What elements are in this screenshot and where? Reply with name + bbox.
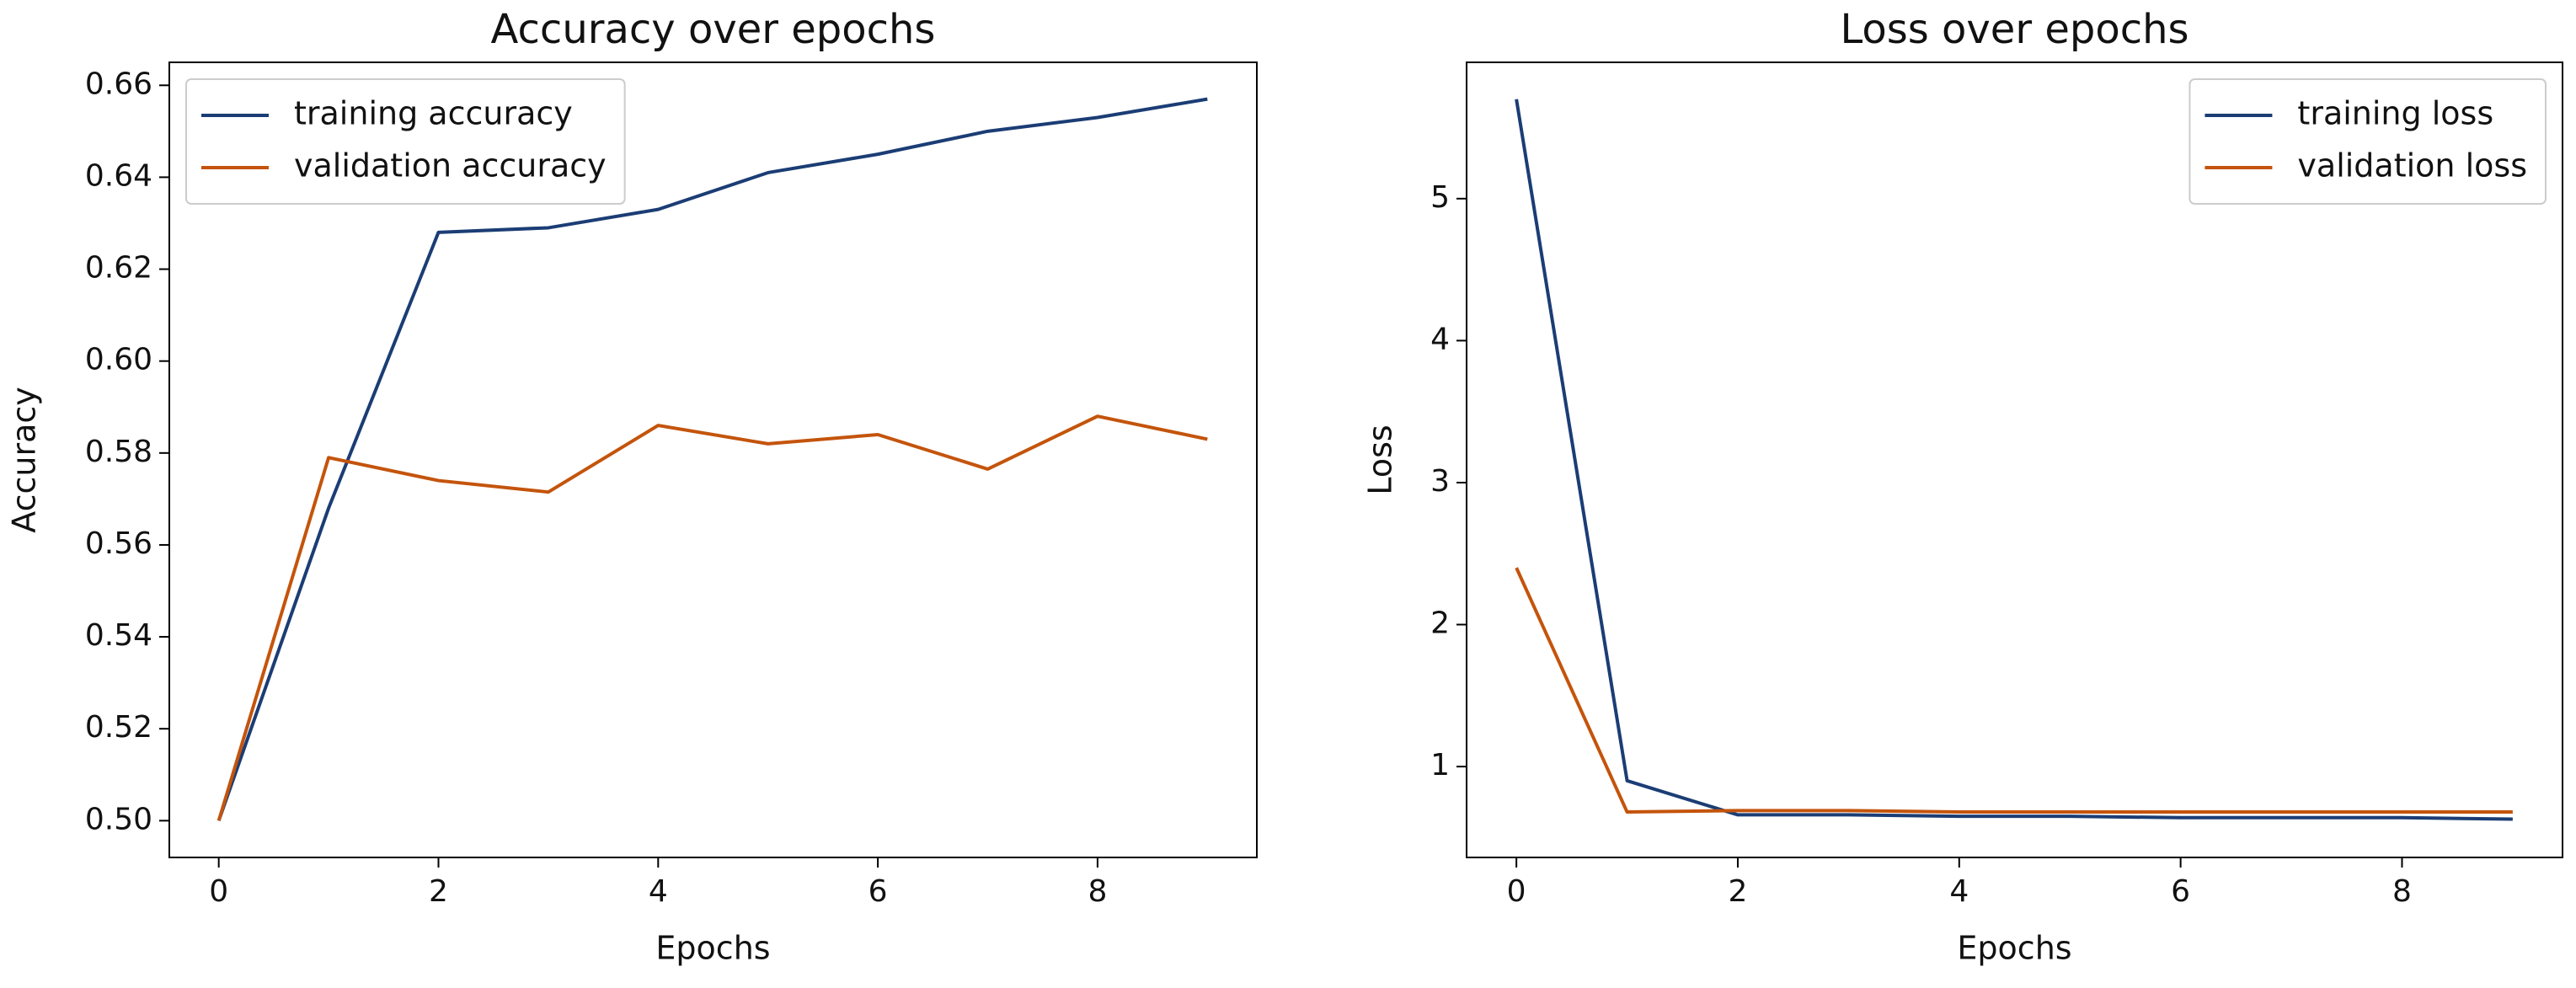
- data-line: [1515, 567, 2513, 814]
- legend-label: training accuracy: [294, 95, 573, 132]
- x-tick-label: 2: [1729, 874, 1748, 909]
- x-axis-label: Epochs: [1957, 930, 2071, 967]
- plot-frame: [168, 61, 1258, 858]
- y-axis-label: Loss: [1362, 425, 1399, 494]
- y-tick-label: 5: [1430, 180, 1450, 215]
- y-tick-label: 0.58: [85, 435, 152, 469]
- y-tick-label: 2: [1430, 606, 1450, 641]
- x-tick-label: 8: [1088, 874, 1107, 909]
- x-tick-label: 2: [429, 874, 448, 909]
- legend-label: training loss: [2297, 95, 2493, 132]
- y-tick-label: 0.50: [85, 802, 152, 836]
- x-tick-label: 8: [2392, 874, 2412, 909]
- y-tick-label: 0.56: [85, 526, 152, 561]
- subplot: Accuracy over epochs Epochs Accuracy 0 2 4 6 8 0…: [6, 6, 1258, 967]
- x-tick-label: 4: [1949, 874, 1969, 909]
- x-tick-label: 0: [1507, 874, 1526, 909]
- y-tick-label: 4: [1430, 322, 1450, 356]
- data-line: [1515, 99, 2513, 821]
- subplot: Loss over epochs Epochs Loss 0 2 4 6 8 1 2 3 4 5 trai…: [1362, 6, 2563, 967]
- x-tick-label: 4: [649, 874, 668, 909]
- legend-frame: [2189, 78, 2547, 205]
- x-tick-label: 0: [209, 874, 228, 909]
- legend: training accuracy validation accuracy: [185, 78, 626, 205]
- y-axis-label: Accuracy: [6, 387, 43, 533]
- y-tick-label: 0.52: [85, 710, 152, 745]
- y-tick-label: 3: [1430, 464, 1450, 499]
- y-tick-label: 0.64: [85, 158, 152, 193]
- data-line: [216, 97, 1208, 822]
- y-tick-label: 0.62: [85, 251, 152, 286]
- data-line: [216, 414, 1208, 821]
- x-axis-label: Epochs: [655, 930, 770, 967]
- legend-label: validation loss: [2297, 147, 2527, 184]
- chart-title: Loss over epochs: [1840, 6, 2189, 53]
- plot-frame: [1466, 61, 2563, 858]
- y-tick-label: 0.66: [85, 67, 152, 101]
- x-tick-label: 6: [868, 874, 888, 909]
- legend: training loss validation loss: [2189, 78, 2547, 205]
- x-tick-label: 6: [2171, 874, 2190, 909]
- y-tick-label: 0.60: [85, 343, 152, 377]
- legend-frame: [185, 78, 626, 205]
- chart-title: Accuracy over epochs: [491, 6, 936, 53]
- legend-label: validation accuracy: [294, 147, 607, 184]
- y-tick-label: 0.54: [85, 618, 152, 653]
- y-tick-label: 1: [1430, 748, 1450, 782]
